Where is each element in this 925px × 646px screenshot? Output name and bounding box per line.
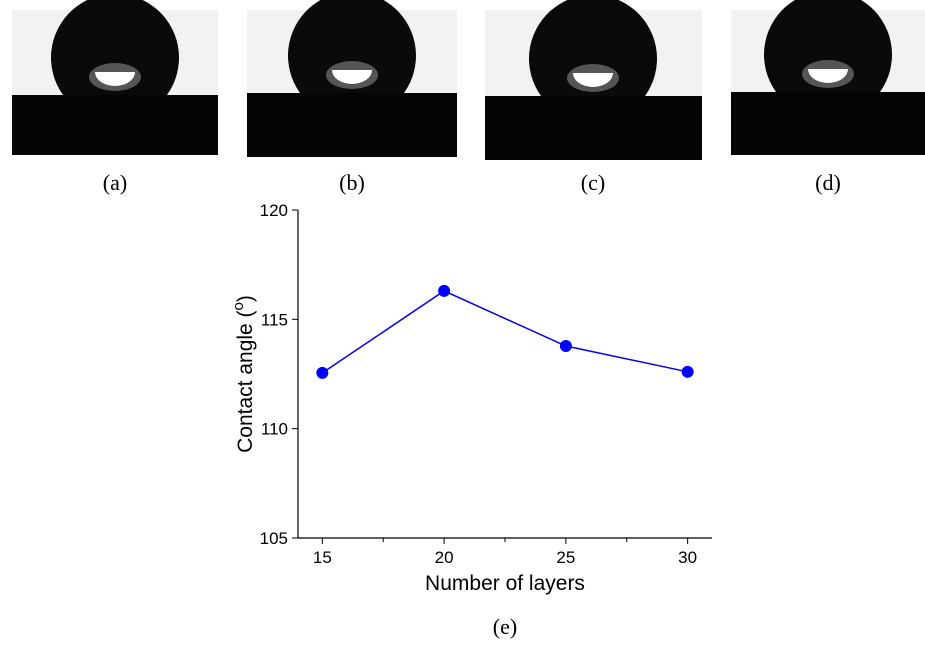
droplet: [764, 0, 892, 92]
data-point: [438, 284, 451, 297]
y-label-sup: o: [230, 302, 247, 310]
droplet-photo: [731, 0, 925, 155]
y-label-close: ): [234, 295, 257, 302]
y-label-text: Contact angle (: [234, 310, 257, 452]
panel-label: (d): [815, 170, 841, 195]
data-point: [316, 366, 329, 379]
substrate: [247, 93, 457, 157]
data-point: [559, 340, 572, 353]
data-point: [681, 365, 694, 378]
panel-label: (c): [581, 170, 605, 195]
highlight: [332, 70, 372, 84]
droplet: [51, 0, 179, 95]
substrate: [12, 95, 218, 155]
panel-label: (b): [339, 170, 365, 195]
y-tick-label: 115: [261, 310, 288, 329]
droplet-photo: [485, 0, 702, 160]
x-tick-label: 25: [556, 548, 575, 567]
data-line: [321, 290, 688, 374]
highlight: [808, 69, 848, 83]
y-tick-label: 120: [260, 201, 288, 220]
droplet-photo: [12, 0, 218, 155]
x-axis-label: Number of layers: [425, 572, 585, 595]
highlight: [95, 72, 135, 86]
x-tick-label: 15: [313, 548, 332, 567]
y-axis-label: Contact angle (o): [230, 295, 257, 453]
x-tick-label: 20: [435, 548, 454, 567]
substrate: [485, 96, 702, 160]
substrate: [731, 92, 925, 155]
highlight: [573, 73, 613, 87]
droplet-photo: [247, 0, 457, 157]
x-tick-label: 30: [678, 548, 697, 567]
droplet: [288, 0, 416, 93]
panel-label: (a): [103, 170, 127, 195]
droplet: [529, 0, 657, 96]
y-tick-label: 110: [261, 420, 288, 439]
y-tick-label: 105: [260, 529, 288, 548]
panel-label: (e): [493, 614, 517, 639]
